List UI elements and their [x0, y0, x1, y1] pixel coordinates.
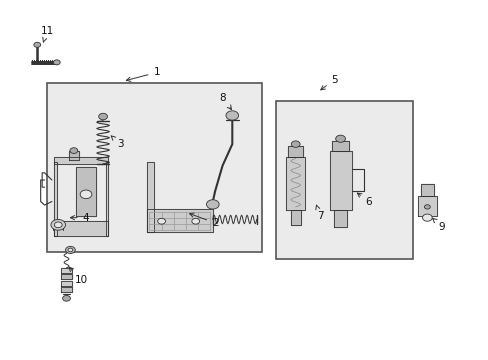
- Polygon shape: [61, 281, 72, 286]
- Polygon shape: [147, 209, 212, 232]
- Polygon shape: [288, 146, 303, 157]
- Polygon shape: [333, 211, 346, 226]
- Polygon shape: [417, 196, 436, 216]
- Polygon shape: [105, 162, 108, 235]
- Circle shape: [225, 111, 238, 120]
- Circle shape: [99, 113, 107, 120]
- Polygon shape: [420, 184, 433, 196]
- Circle shape: [191, 219, 199, 224]
- Circle shape: [62, 296, 70, 301]
- Text: 8: 8: [219, 93, 231, 109]
- Polygon shape: [61, 287, 72, 292]
- Text: 3: 3: [111, 136, 123, 149]
- Circle shape: [65, 246, 75, 253]
- Circle shape: [34, 42, 41, 47]
- Polygon shape: [54, 162, 57, 235]
- Circle shape: [422, 214, 431, 221]
- Circle shape: [68, 248, 73, 252]
- Circle shape: [206, 200, 219, 209]
- Bar: [47, 83, 261, 252]
- Polygon shape: [54, 221, 108, 235]
- Text: 11: 11: [41, 26, 54, 42]
- Circle shape: [70, 148, 78, 153]
- Text: 6: 6: [357, 193, 371, 207]
- Circle shape: [335, 135, 345, 142]
- Polygon shape: [331, 140, 348, 151]
- Text: 7: 7: [315, 205, 323, 221]
- Circle shape: [424, 205, 429, 209]
- Circle shape: [158, 219, 165, 224]
- Polygon shape: [290, 211, 300, 225]
- Circle shape: [291, 141, 300, 147]
- Circle shape: [51, 220, 65, 230]
- Circle shape: [54, 222, 62, 228]
- Text: 2: 2: [189, 213, 218, 228]
- Polygon shape: [329, 151, 351, 211]
- Bar: [276, 101, 412, 259]
- Circle shape: [53, 60, 60, 65]
- Text: 9: 9: [432, 219, 445, 231]
- Polygon shape: [285, 157, 305, 211]
- Polygon shape: [61, 268, 72, 273]
- Circle shape: [80, 190, 92, 199]
- Text: 10: 10: [69, 267, 87, 285]
- Text: 5: 5: [320, 75, 337, 90]
- Polygon shape: [147, 162, 154, 232]
- Polygon shape: [69, 151, 79, 160]
- Text: 1: 1: [126, 67, 160, 81]
- Polygon shape: [76, 167, 96, 216]
- Polygon shape: [61, 274, 72, 279]
- Polygon shape: [54, 157, 108, 164]
- Text: 4: 4: [70, 213, 89, 222]
